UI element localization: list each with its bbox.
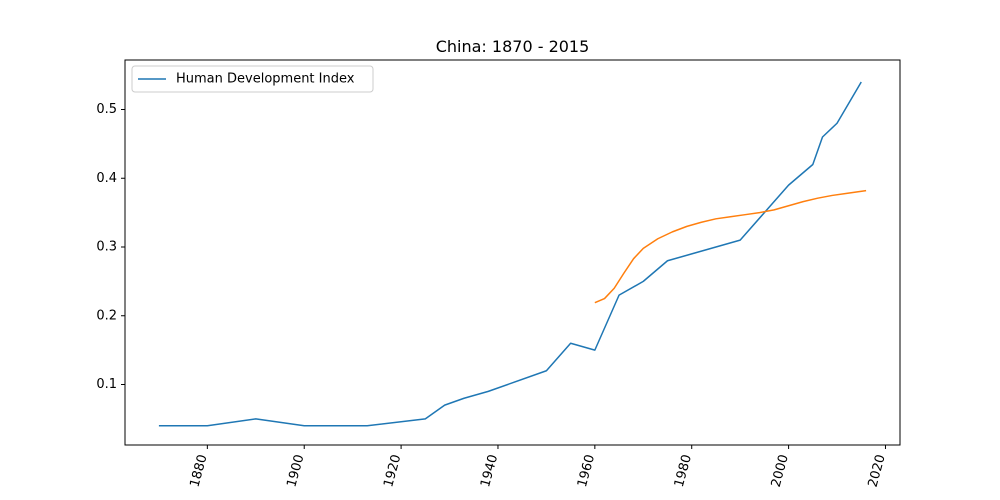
x-tick-label: 1880 xyxy=(188,453,211,489)
x-tick-label: 1920 xyxy=(381,453,404,489)
x-tick-label: 2020 xyxy=(866,453,889,489)
series-line-unlabeled xyxy=(594,189,867,304)
legend-box xyxy=(131,65,374,93)
y-axis: 0.1 0.2 0.3 0.4 0.5 xyxy=(96,102,125,392)
x-tick-label: 1960 xyxy=(575,453,598,489)
x-tick-label: 1980 xyxy=(672,453,695,489)
y-tick-label: 0.1 xyxy=(96,377,117,392)
plot-area xyxy=(158,81,867,427)
plot-frame xyxy=(124,59,901,446)
y-tick-label: 0.4 xyxy=(96,171,117,186)
series-line-human-development-index xyxy=(158,81,862,427)
y-tick-label: 0.5 xyxy=(96,102,117,117)
legend-label: Human Development Index xyxy=(176,72,355,87)
x-tick-label: 1900 xyxy=(284,453,307,489)
x-axis: 1880 1900 1920 1940 1960 1980 2000 2020 xyxy=(188,445,889,489)
chart-title: China: 1870 - 2015 xyxy=(436,37,590,56)
y-tick-label: 0.3 xyxy=(96,240,117,255)
y-tick-label: 0.2 xyxy=(96,308,117,323)
x-tick-label: 2000 xyxy=(769,453,792,489)
x-tick-label: 1940 xyxy=(478,453,501,489)
legend: Human Development Index xyxy=(131,65,374,93)
